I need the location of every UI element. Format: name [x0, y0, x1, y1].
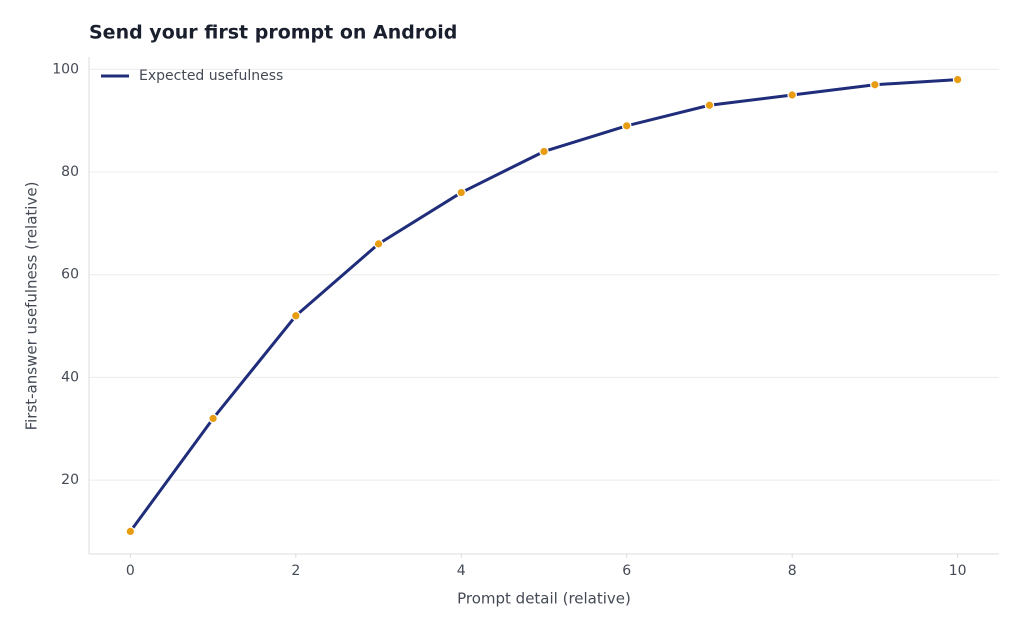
- marker: [621, 120, 632, 131]
- marker: [952, 74, 963, 85]
- marker: [870, 79, 880, 90]
- x-tick-label: 10: [949, 563, 967, 579]
- y-tick-label: 40: [61, 369, 79, 385]
- x-tick-label: 4: [457, 563, 466, 579]
- x-axis-label: Prompt detail (relative): [457, 590, 631, 608]
- marker: [125, 526, 136, 537]
- marker: [373, 239, 384, 249]
- y-tick-label: 100: [52, 61, 79, 77]
- marker: [704, 100, 715, 111]
- x-tick-label: 6: [622, 563, 631, 579]
- x-tick-label: 0: [126, 563, 135, 579]
- marker: [208, 413, 218, 424]
- marker: [291, 310, 301, 321]
- y-tick-label: 60: [61, 267, 79, 283]
- y-axis-label: First-answer usefulness (relative): [23, 182, 41, 431]
- marker: [456, 187, 467, 198]
- legend-label: Expected usefulness: [139, 68, 283, 84]
- chart-title: Send your first prompt on Android: [89, 22, 457, 44]
- x-tick-label: 8: [788, 563, 797, 579]
- marker: [539, 146, 549, 157]
- y-tick-label: 20: [61, 472, 79, 488]
- marker: [787, 90, 797, 100]
- x-tick-label: 2: [291, 563, 300, 579]
- y-tick-label: 80: [61, 164, 79, 180]
